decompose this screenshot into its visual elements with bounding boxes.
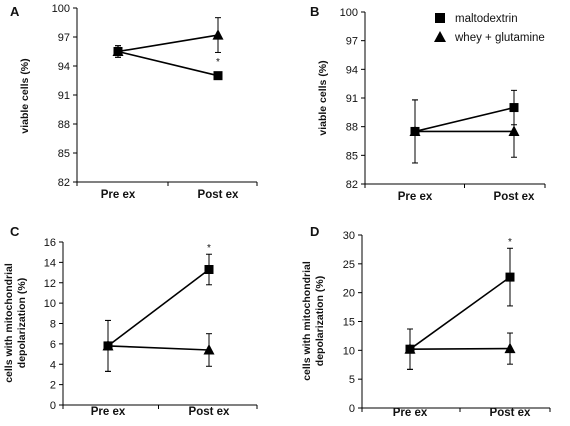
y-tick-label: 8 xyxy=(50,319,56,331)
series-line xyxy=(409,276,511,350)
legend-label: maltodextrin xyxy=(455,13,518,25)
series-triangle xyxy=(102,319,215,372)
marker-triangle-0 xyxy=(409,125,421,136)
y-tick-label: 85 xyxy=(346,150,358,162)
legend: maltodextrin whey + glutamine xyxy=(434,13,545,44)
y-tick-label: 25 xyxy=(343,259,355,271)
marker-triangle-1 xyxy=(203,343,215,355)
series-triangle xyxy=(404,328,516,370)
y-axis-label-line: viable cells (%) xyxy=(317,60,329,135)
marker-triangle-1 xyxy=(504,342,516,354)
y-tick-label: 85 xyxy=(58,148,70,160)
y-axis-label: cells with mitochondrialdepolarization (… xyxy=(3,263,28,383)
y-tick-label: 82 xyxy=(346,179,358,191)
y-tick-label: 94 xyxy=(346,64,358,76)
series-line xyxy=(117,34,219,53)
legend-item-square: maltodextrin xyxy=(435,13,518,25)
y-tick-label: 16 xyxy=(44,237,56,249)
panel-A: A 82 85 88 91 94 97 100 Pre ex Post ex viable cell… xyxy=(10,3,258,201)
y-tick-label: 91 xyxy=(58,90,70,102)
y-tick-label: 5 xyxy=(349,374,355,386)
y-tick-label: 91 xyxy=(346,93,358,105)
y-tick-label: 6 xyxy=(50,339,56,351)
y-tick-label: 82 xyxy=(58,177,70,189)
legend-label: whey + glutamine xyxy=(454,32,545,44)
x-tick-label: Post ex xyxy=(189,406,231,418)
series-square xyxy=(405,247,515,370)
series-line xyxy=(107,345,210,351)
panel-letter: C xyxy=(10,224,20,239)
y-tick-label: 97 xyxy=(58,32,70,44)
y-axis-label-line: cells with mitochondrial xyxy=(301,261,313,381)
series-line xyxy=(117,50,219,77)
y-axis-label: viable cells (%) xyxy=(317,60,329,135)
x-tick-label: Post ex xyxy=(198,189,240,201)
y-tick-label: 12 xyxy=(44,278,56,290)
x-tick-label: Pre ex xyxy=(101,189,136,201)
y-tick-label: 94 xyxy=(58,61,70,73)
y-tick-label: 0 xyxy=(349,403,355,415)
panel-letter: B xyxy=(310,4,319,19)
panel-D: D 0 5 10 15 20 25 30 Pre ex Post ex cells with mit… xyxy=(301,224,551,419)
significance-marker: * xyxy=(508,237,512,248)
marker-triangle-1 xyxy=(508,125,520,136)
series-square xyxy=(410,89,519,164)
significance-marker: * xyxy=(216,57,220,68)
legend-item-triangle: whey + glutamine xyxy=(434,31,545,44)
y-tick-label: 30 xyxy=(343,230,355,242)
legend-square-icon xyxy=(435,13,445,23)
marker-triangle-0 xyxy=(112,45,124,56)
y-tick-label: 14 xyxy=(44,257,56,269)
marker-triangle-0 xyxy=(404,343,416,354)
series-square xyxy=(113,45,223,81)
y-tick-label: 100 xyxy=(52,3,70,15)
y-tick-label: 20 xyxy=(343,288,355,300)
marker-square-1 xyxy=(204,265,214,275)
x-tick-label: Pre ex xyxy=(398,191,433,203)
series-line xyxy=(107,268,210,347)
y-axis-label-line: cells with mitochondrial xyxy=(3,263,15,383)
y-tick-label: 0 xyxy=(50,400,56,412)
marker-triangle-1 xyxy=(212,29,224,40)
y-tick-label: 4 xyxy=(50,359,56,371)
panel-letter: A xyxy=(10,4,20,19)
panel-C: C 0 2 4 6 8 10 12 14 16 Pre ex Post ex cells with mi… xyxy=(3,224,258,418)
marker-square-1 xyxy=(505,272,515,282)
x-tick-label: Pre ex xyxy=(91,406,126,418)
legend-triangle-icon xyxy=(434,31,446,42)
series-triangle xyxy=(112,17,224,58)
y-tick-label: 2 xyxy=(50,380,56,392)
series-line xyxy=(414,106,515,133)
panel-B: B 82 85 88 91 94 97 100 Pre ex Post ex viable cell… xyxy=(310,4,546,203)
significance-marker: * xyxy=(207,243,211,254)
y-tick-label: 100 xyxy=(340,7,358,19)
y-axis-label-line: depolarization (%) xyxy=(314,276,326,366)
marker-square-1 xyxy=(213,71,223,81)
y-tick-label: 88 xyxy=(58,119,70,131)
series-square xyxy=(103,253,214,372)
y-axis-label-line: depolarization (%) xyxy=(16,278,28,368)
series-triangle xyxy=(409,99,520,164)
x-tick-label: Post ex xyxy=(494,191,536,203)
marker-triangle-0 xyxy=(102,339,114,351)
y-tick-label: 97 xyxy=(346,36,358,48)
y-tick-label: 10 xyxy=(343,345,355,357)
y-tick-label: 15 xyxy=(343,317,355,329)
panel-letter: D xyxy=(310,224,319,239)
y-tick-label: 10 xyxy=(44,298,56,310)
x-tick-label: Post ex xyxy=(490,407,532,419)
y-tick-label: 88 xyxy=(346,122,358,134)
y-axis-label-line: viable cells (%) xyxy=(19,58,31,133)
series-line xyxy=(409,347,511,350)
y-axis-label: cells with mitochondrialdepolarization (… xyxy=(301,261,326,381)
x-tick-label: Pre ex xyxy=(393,407,428,419)
y-axis-label: viable cells (%) xyxy=(19,58,31,133)
